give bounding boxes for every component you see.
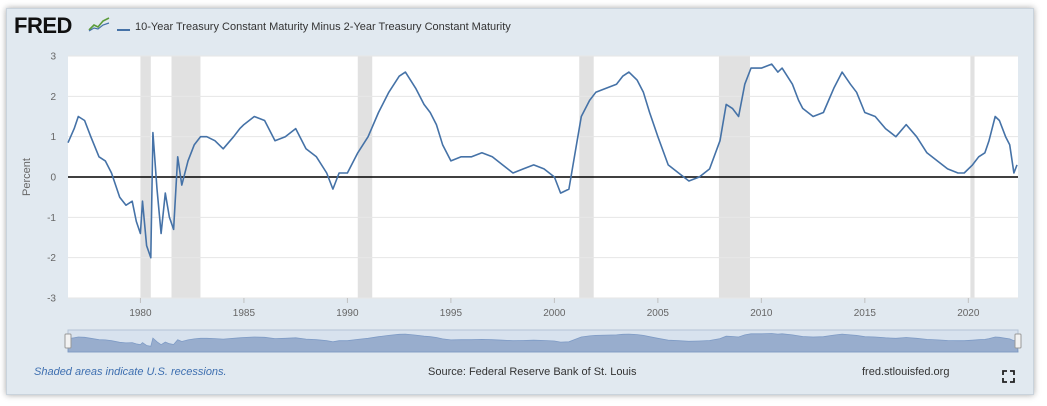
navigator-handle-left[interactable] [64,333,72,349]
legend-label[interactable]: 10-Year Treasury Constant Maturity Minus… [135,21,511,33]
x-tick-label: 2000 [543,308,566,319]
y-tick-label: -1 [47,213,56,224]
x-tick-label: 1995 [440,308,463,319]
source-text: Source: Federal Reserve Bank of St. Loui… [428,366,637,378]
x-tick-label: 2005 [647,308,670,319]
y-tick-label: 3 [50,52,56,63]
legend-swatch [117,29,130,31]
x-tick-label: 1990 [336,308,359,319]
y-tick-label: -3 [47,294,56,305]
fred-graph-icon [88,16,110,32]
navigator-handle-right[interactable] [1014,333,1022,349]
x-tick-label: 2015 [854,308,877,319]
navigator [64,329,1022,353]
x-tick-label: 1985 [233,308,256,319]
source-url-link[interactable]: fred.stlouisfed.org [862,366,950,378]
recession-note: Shaded areas indicate U.S. recessions. [34,366,227,378]
y-tick-label: 2 [50,92,56,103]
x-tick-label: 2010 [750,308,773,319]
y-tick-label: 1 [50,132,56,143]
fred-logo[interactable]: FRED [14,13,72,38]
y-tick-label: -2 [47,253,56,264]
fullscreen-icon[interactable] [1002,370,1015,383]
y-axis-ticks: -3 -2 -1 0 1 2 3 [47,52,56,305]
x-tick-label: 2020 [957,308,980,319]
x-axis-ticks: 1980 1985 1990 1995 2000 2005 2010 2015 2020 [129,298,980,319]
navigator-series-area [67,333,1019,353]
y-axis-label: Percent [21,158,33,196]
series-line [67,63,1018,259]
x-tick-label: 1980 [129,308,152,319]
gridlines [68,55,1018,299]
y-tick-label: 0 [50,173,56,184]
